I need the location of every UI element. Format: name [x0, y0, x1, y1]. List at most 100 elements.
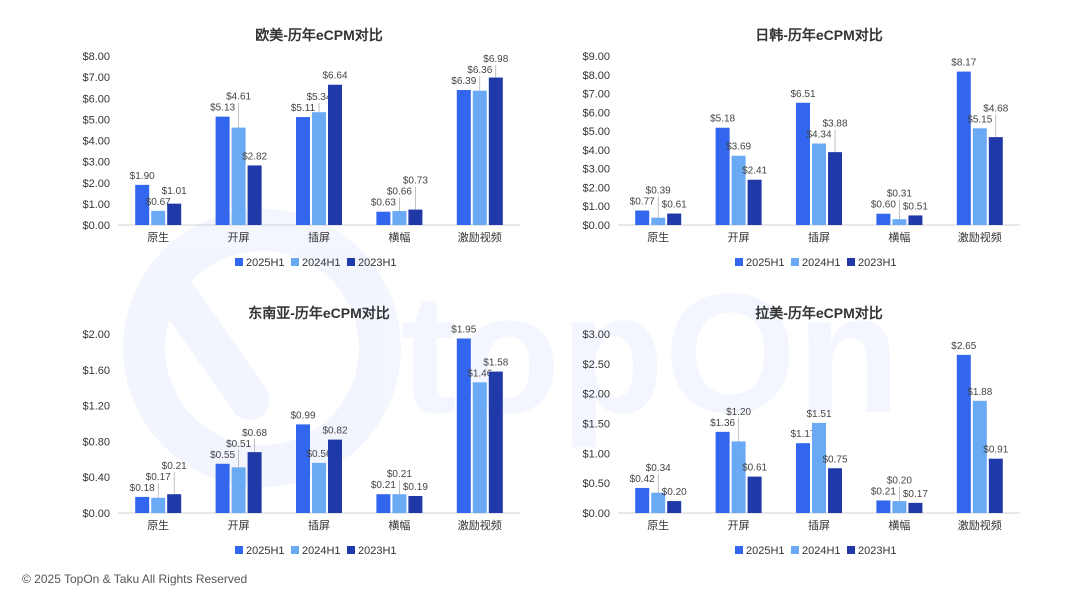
data-label: $1.88 — [967, 387, 992, 398]
bar-2023H1-激励视频 — [488, 77, 503, 225]
bar-2025H1-横幅 — [376, 494, 391, 513]
data-label: $0.21 — [162, 461, 187, 472]
x-tick-label: 插屏 — [308, 518, 330, 532]
bar-2025H1-原生 — [635, 487, 650, 513]
y-tick-label: $7.00 — [582, 89, 610, 101]
x-tick-label: 原生 — [647, 230, 669, 244]
data-label: $1.58 — [483, 357, 508, 368]
x-tick-label: 激励视频 — [458, 230, 502, 244]
y-tick-label: $5.00 — [582, 126, 610, 138]
x-tick-label: 开屏 — [728, 231, 750, 244]
bar-2025H1-激励视频 — [456, 90, 471, 225]
data-label: $0.19 — [403, 482, 428, 493]
data-label: $5.15 — [967, 114, 992, 125]
y-tick-label: $2.00 — [82, 329, 110, 341]
bar-2023H1-开屏 — [247, 452, 262, 513]
bar-2023H1-开屏 — [747, 179, 762, 225]
data-label: $0.61 — [742, 463, 767, 474]
bar-2025H1-插屏 — [296, 424, 310, 513]
y-tick-label: $0.80 — [82, 436, 110, 448]
x-tick-label: 原生 — [647, 518, 669, 532]
data-label: $2.82 — [242, 151, 267, 162]
y-tick-label: $3.00 — [82, 157, 110, 169]
bar-2024H1-原生 — [151, 210, 166, 225]
y-tick-label: $0.00 — [82, 508, 110, 520]
data-label: $4.34 — [806, 130, 831, 141]
data-label: $0.34 — [646, 463, 671, 474]
x-tick-label: 原生 — [147, 518, 169, 532]
y-tick-label: $6.00 — [82, 93, 110, 105]
y-tick-label: $7.00 — [82, 72, 110, 84]
data-label: $6.39 — [451, 76, 476, 87]
data-label: $2.41 — [742, 166, 767, 177]
bar-2024H1-插屏 — [312, 112, 326, 225]
x-tick-label: 激励视频 — [958, 518, 1002, 532]
legend-swatch-2023H1 — [847, 546, 855, 554]
bar-2023H1-横幅 — [408, 209, 423, 225]
y-tick-label: $4.00 — [82, 136, 110, 148]
bar-2024H1-插屏 — [812, 422, 826, 513]
legend-label: 2025H1 — [246, 545, 285, 557]
bar-2025H1-横幅 — [876, 500, 891, 513]
data-label: $0.99 — [290, 410, 315, 421]
bar-2024H1-横幅 — [892, 219, 907, 225]
legend-swatch-2025H1 — [235, 258, 243, 266]
bar-2025H1-横幅 — [876, 213, 891, 225]
legend-swatch-2025H1 — [735, 258, 743, 266]
data-label: $0.91 — [983, 445, 1008, 456]
y-tick-label: $0.00 — [82, 220, 110, 232]
data-label: $6.98 — [483, 54, 508, 65]
y-tick-label: $3.00 — [582, 329, 610, 341]
bar-2025H1-插屏 — [796, 102, 810, 225]
bar-2025H1-开屏 — [715, 431, 730, 513]
bar-2024H1-开屏 — [231, 467, 246, 513]
data-label: $0.73 — [403, 176, 428, 187]
bar-2025H1-开屏 — [215, 463, 230, 513]
legend-label: 2023H1 — [358, 545, 397, 557]
x-tick-label: 开屏 — [728, 519, 750, 532]
legend-label: 2023H1 — [858, 545, 897, 557]
data-label: $2.65 — [951, 341, 976, 352]
bar-2025H1-原生 — [135, 184, 150, 225]
y-tick-label: $3.00 — [582, 164, 610, 176]
y-tick-label: $1.50 — [582, 419, 610, 431]
data-label: $0.17 — [146, 472, 171, 483]
data-label: $1.01 — [162, 186, 187, 197]
data-label: $5.34 — [306, 92, 331, 103]
data-label: $0.67 — [146, 197, 171, 208]
data-label: $0.21 — [387, 469, 412, 480]
chart-europe-america: 欧美-历年eCPM对比 $0.00 $1.00 $2.00 $3.00 $4.00 $5.0… — [82, 27, 520, 269]
bar-2024H1-开屏 — [231, 127, 246, 225]
y-tick-label: $1.60 — [82, 365, 110, 377]
bar-2023H1-原生 — [667, 501, 682, 513]
data-label: $6.51 — [790, 89, 815, 100]
bar-2024H1-横幅 — [892, 501, 907, 513]
data-label: $0.17 — [903, 489, 928, 500]
bar-2025H1-激励视频 — [456, 338, 471, 513]
data-label: $1.51 — [806, 409, 831, 420]
data-label: $0.20 — [887, 475, 912, 486]
chart-latin-america: 拉美-历年eCPM对比 $0.00 $0.50 $1.00 $1.50 $2.00 $2.5… — [582, 305, 1020, 557]
legend-swatch-2024H1 — [291, 546, 299, 554]
x-tick-label: 横幅 — [388, 518, 410, 532]
copyright-footer: © 2025 TopOn & Taku All Rights Reserved — [22, 572, 248, 586]
x-tick-label: 插屏 — [808, 518, 830, 532]
data-label: $0.63 — [371, 198, 396, 209]
bar-2023H1-插屏 — [828, 152, 842, 225]
data-label: $4.68 — [983, 103, 1008, 114]
bar-2024H1-激励视频 — [472, 382, 487, 513]
chart-title: 拉美-历年eCPM对比 — [755, 305, 883, 321]
bar-2024H1-激励视频 — [972, 400, 987, 513]
x-tick-label: 插屏 — [308, 230, 330, 244]
legend-label: 2025H1 — [746, 257, 785, 269]
x-tick-label: 横幅 — [388, 230, 410, 244]
y-tick-label: $0.40 — [82, 472, 110, 484]
bar-2025H1-横幅 — [376, 211, 391, 225]
data-label: $8.17 — [951, 58, 976, 69]
x-tick-label: 激励视频 — [958, 230, 1002, 244]
data-label: $0.60 — [871, 200, 896, 211]
y-tick-label: $0.50 — [582, 478, 610, 490]
data-label: $6.64 — [322, 71, 347, 82]
y-tick-label: $6.00 — [582, 107, 610, 119]
y-tick-label: $1.20 — [82, 401, 110, 413]
